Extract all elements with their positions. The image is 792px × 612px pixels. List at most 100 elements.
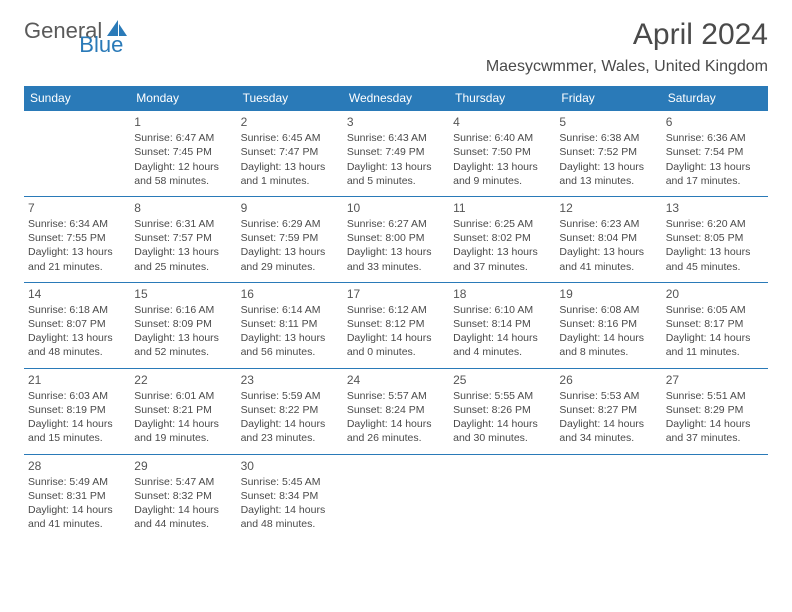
sunrise-line: Sunrise: 6:18 AM <box>28 303 126 317</box>
daylight-line: and 56 minutes. <box>241 345 339 359</box>
daylight-line: Daylight: 13 hours <box>453 245 551 259</box>
sunset-line: Sunset: 8:29 PM <box>666 403 764 417</box>
daylight-line: and 29 minutes. <box>241 260 339 274</box>
calendar-cell: 4Sunrise: 6:40 AMSunset: 7:50 PMDaylight… <box>449 111 555 197</box>
day-number: 29 <box>134 458 232 474</box>
calendar-cell: 11Sunrise: 6:25 AMSunset: 8:02 PMDayligh… <box>449 196 555 282</box>
day-number: 21 <box>28 372 126 388</box>
sunrise-line: Sunrise: 6:20 AM <box>666 217 764 231</box>
daylight-line: and 9 minutes. <box>453 174 551 188</box>
daylight-line: and 33 minutes. <box>347 260 445 274</box>
calendar-cell: 17Sunrise: 6:12 AMSunset: 8:12 PMDayligh… <box>343 282 449 368</box>
day-number: 19 <box>559 286 657 302</box>
sunset-line: Sunset: 7:50 PM <box>453 145 551 159</box>
day-number: 4 <box>453 114 551 130</box>
daylight-line: and 17 minutes. <box>666 174 764 188</box>
calendar-cell: 13Sunrise: 6:20 AMSunset: 8:05 PMDayligh… <box>662 196 768 282</box>
day-number: 1 <box>134 114 232 130</box>
daylight-line: and 19 minutes. <box>134 431 232 445</box>
calendar-cell: 6Sunrise: 6:36 AMSunset: 7:54 PMDaylight… <box>662 111 768 197</box>
calendar-cell: 30Sunrise: 5:45 AMSunset: 8:34 PMDayligh… <box>237 454 343 539</box>
calendar-cell: 25Sunrise: 5:55 AMSunset: 8:26 PMDayligh… <box>449 368 555 454</box>
daylight-line: Daylight: 13 hours <box>347 160 445 174</box>
sunset-line: Sunset: 7:55 PM <box>28 231 126 245</box>
sunset-line: Sunset: 8:05 PM <box>666 231 764 245</box>
sunrise-line: Sunrise: 5:57 AM <box>347 389 445 403</box>
day-number: 2 <box>241 114 339 130</box>
sunset-line: Sunset: 8:09 PM <box>134 317 232 331</box>
sunset-line: Sunset: 7:52 PM <box>559 145 657 159</box>
calendar-week-row: 7Sunrise: 6:34 AMSunset: 7:55 PMDaylight… <box>24 196 768 282</box>
calendar-cell: 20Sunrise: 6:05 AMSunset: 8:17 PMDayligh… <box>662 282 768 368</box>
calendar-week-row: 14Sunrise: 6:18 AMSunset: 8:07 PMDayligh… <box>24 282 768 368</box>
daylight-line: and 21 minutes. <box>28 260 126 274</box>
sunrise-line: Sunrise: 5:53 AM <box>559 389 657 403</box>
sunrise-line: Sunrise: 6:43 AM <box>347 131 445 145</box>
daylight-line: Daylight: 14 hours <box>28 503 126 517</box>
day-number: 7 <box>28 200 126 216</box>
daylight-line: Daylight: 14 hours <box>241 503 339 517</box>
calendar-cell: 26Sunrise: 5:53 AMSunset: 8:27 PMDayligh… <box>555 368 661 454</box>
sunrise-line: Sunrise: 6:25 AM <box>453 217 551 231</box>
calendar-week-row: 1Sunrise: 6:47 AMSunset: 7:45 PMDaylight… <box>24 111 768 197</box>
calendar-cell: 9Sunrise: 6:29 AMSunset: 7:59 PMDaylight… <box>237 196 343 282</box>
calendar-cell <box>662 454 768 539</box>
daylight-line: Daylight: 13 hours <box>134 331 232 345</box>
day-number: 11 <box>453 200 551 216</box>
sunset-line: Sunset: 7:54 PM <box>666 145 764 159</box>
day-number: 30 <box>241 458 339 474</box>
daylight-line: Daylight: 13 hours <box>134 245 232 259</box>
daylight-line: and 1 minutes. <box>241 174 339 188</box>
daylight-line: and 30 minutes. <box>453 431 551 445</box>
sunset-line: Sunset: 8:04 PM <box>559 231 657 245</box>
daylight-line: Daylight: 14 hours <box>347 331 445 345</box>
header-right: April 2024 Maesycwmmer, Wales, United Ki… <box>486 18 768 76</box>
daylight-line: and 4 minutes. <box>453 345 551 359</box>
calendar-cell: 8Sunrise: 6:31 AMSunset: 7:57 PMDaylight… <box>130 196 236 282</box>
daylight-line: Daylight: 13 hours <box>28 245 126 259</box>
daylight-line: Daylight: 14 hours <box>134 503 232 517</box>
daylight-line: and 48 minutes. <box>241 517 339 531</box>
calendar-cell: 1Sunrise: 6:47 AMSunset: 7:45 PMDaylight… <box>130 111 236 197</box>
daylight-line: and 52 minutes. <box>134 345 232 359</box>
calendar-table: Sunday Monday Tuesday Wednesday Thursday… <box>24 86 768 539</box>
sunset-line: Sunset: 7:47 PM <box>241 145 339 159</box>
sunrise-line: Sunrise: 6:03 AM <box>28 389 126 403</box>
daylight-line: and 11 minutes. <box>666 345 764 359</box>
daylight-line: Daylight: 14 hours <box>134 417 232 431</box>
daylight-line: and 8 minutes. <box>559 345 657 359</box>
sunrise-line: Sunrise: 6:08 AM <box>559 303 657 317</box>
sunset-line: Sunset: 8:19 PM <box>28 403 126 417</box>
sunrise-line: Sunrise: 6:05 AM <box>666 303 764 317</box>
sunrise-line: Sunrise: 6:31 AM <box>134 217 232 231</box>
daylight-line: and 44 minutes. <box>134 517 232 531</box>
day-number: 9 <box>241 200 339 216</box>
day-number: 28 <box>28 458 126 474</box>
sunrise-line: Sunrise: 5:49 AM <box>28 475 126 489</box>
daylight-line: and 23 minutes. <box>241 431 339 445</box>
calendar-cell <box>343 454 449 539</box>
sunset-line: Sunset: 8:11 PM <box>241 317 339 331</box>
day-number: 12 <box>559 200 657 216</box>
daylight-line: and 15 minutes. <box>28 431 126 445</box>
daylight-line: Daylight: 14 hours <box>666 331 764 345</box>
daylight-line: Daylight: 13 hours <box>559 245 657 259</box>
calendar-cell: 23Sunrise: 5:59 AMSunset: 8:22 PMDayligh… <box>237 368 343 454</box>
calendar-cell: 7Sunrise: 6:34 AMSunset: 7:55 PMDaylight… <box>24 196 130 282</box>
sunrise-line: Sunrise: 5:59 AM <box>241 389 339 403</box>
sunrise-line: Sunrise: 6:36 AM <box>666 131 764 145</box>
sunrise-line: Sunrise: 6:12 AM <box>347 303 445 317</box>
daylight-line: and 13 minutes. <box>559 174 657 188</box>
sunset-line: Sunset: 8:31 PM <box>28 489 126 503</box>
sunset-line: Sunset: 8:14 PM <box>453 317 551 331</box>
calendar-cell: 5Sunrise: 6:38 AMSunset: 7:52 PMDaylight… <box>555 111 661 197</box>
calendar-cell: 19Sunrise: 6:08 AMSunset: 8:16 PMDayligh… <box>555 282 661 368</box>
calendar-cell: 28Sunrise: 5:49 AMSunset: 8:31 PMDayligh… <box>24 454 130 539</box>
day-number: 10 <box>347 200 445 216</box>
daylight-line: Daylight: 13 hours <box>347 245 445 259</box>
daylight-line: and 26 minutes. <box>347 431 445 445</box>
calendar-week-row: 28Sunrise: 5:49 AMSunset: 8:31 PMDayligh… <box>24 454 768 539</box>
daylight-line: Daylight: 14 hours <box>241 417 339 431</box>
daylight-line: and 41 minutes. <box>28 517 126 531</box>
dayheader-monday: Monday <box>130 86 236 111</box>
